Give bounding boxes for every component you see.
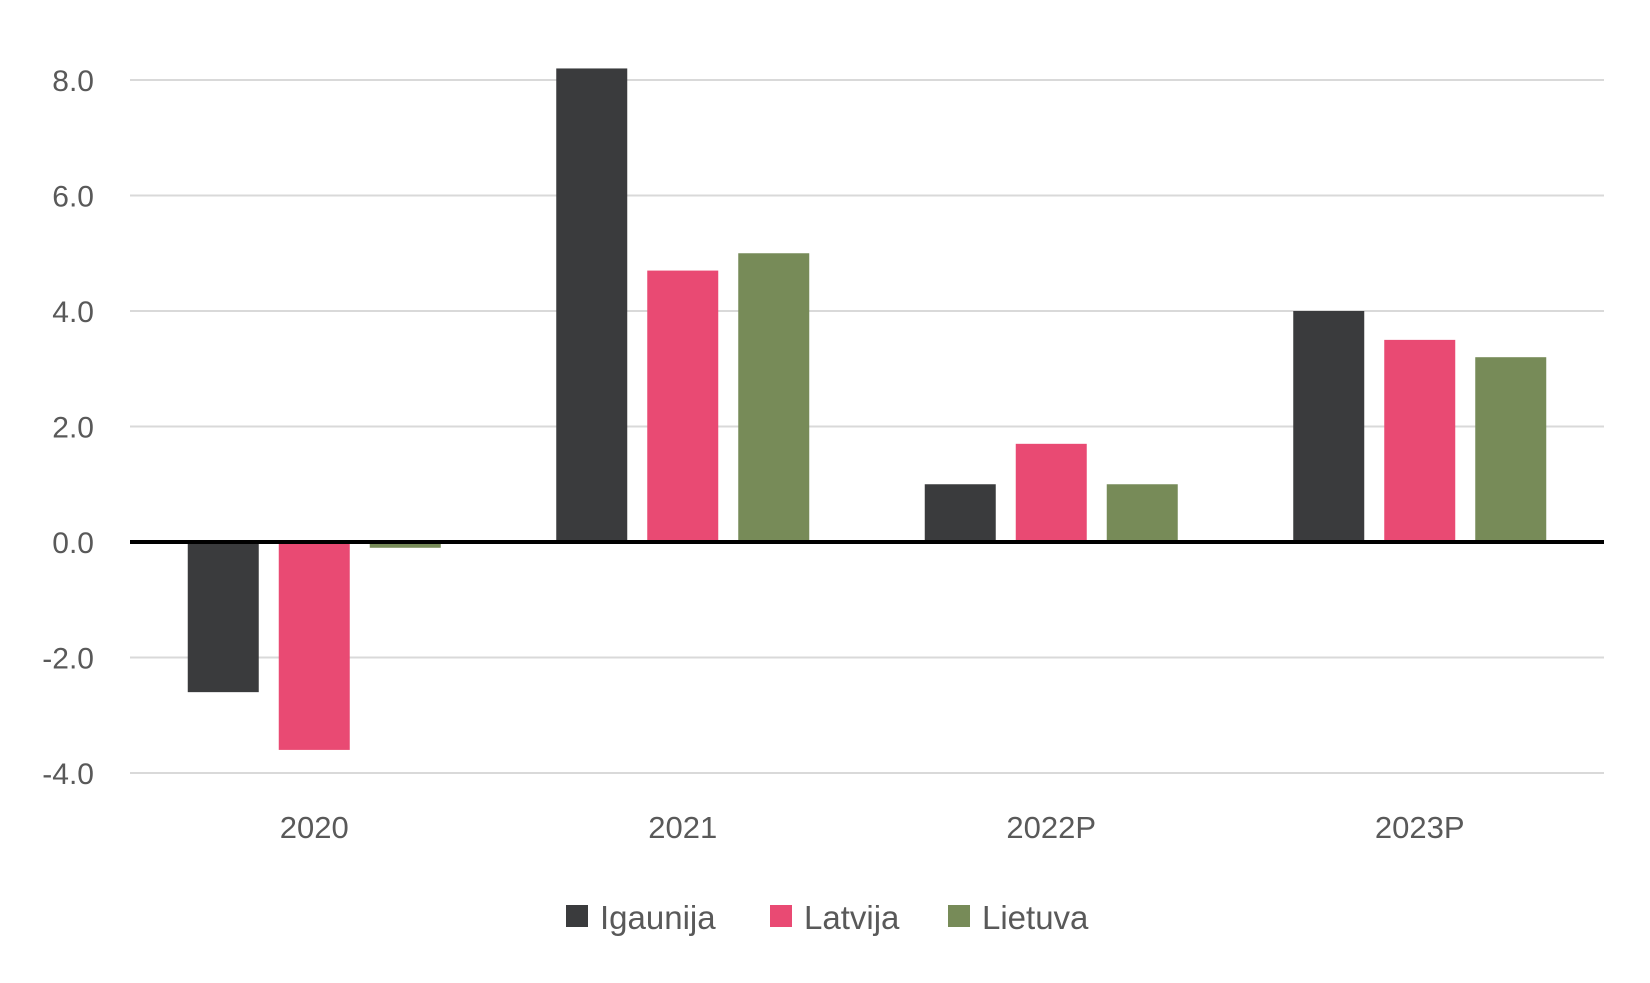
x-tick-label: 2023P xyxy=(1375,810,1465,845)
bar-latvija-2020 xyxy=(278,542,350,750)
bar-igaunija-2022p xyxy=(924,484,996,542)
bar-lietuva-2021 xyxy=(738,253,810,542)
y-tick-label: 2.0 xyxy=(52,412,94,445)
x-tick-label: 2022P xyxy=(1006,810,1096,845)
legend: Igaunija Latvija Lietuva xyxy=(566,899,1089,936)
y-tick-label: 8.0 xyxy=(52,65,94,98)
legend-swatch-latvija xyxy=(770,905,792,927)
y-tick-label: 6.0 xyxy=(52,181,94,214)
legend-swatch-igaunija xyxy=(566,905,588,927)
legend-label-latvija: Latvija xyxy=(804,899,900,936)
bars xyxy=(187,68,1547,750)
bar-lietuva-2022p xyxy=(1106,484,1178,542)
legend-swatch-lietuva xyxy=(948,905,970,927)
bar-lietuva-2020 xyxy=(369,542,441,548)
y-tick-label: -2.0 xyxy=(42,643,94,676)
bar-latvija-2022p xyxy=(1015,443,1087,542)
bar-latvija-2021 xyxy=(647,270,719,542)
legend-label-lietuva: Lietuva xyxy=(982,899,1089,936)
y-tick-label: -4.0 xyxy=(42,758,94,791)
bar-latvija-2023p xyxy=(1384,339,1456,542)
y-tick-label: 0.0 xyxy=(52,527,94,560)
bar-igaunija-2021 xyxy=(556,68,628,542)
y-axis: 8.0 6.0 4.0 2.0 0.0 -2.0 -4.0 xyxy=(42,65,94,791)
x-axis: 2020 2021 2022P 2023P xyxy=(280,810,1465,845)
bar-igaunija-2020 xyxy=(187,542,259,693)
bar-igaunija-2023p xyxy=(1293,311,1365,542)
x-tick-label: 2021 xyxy=(648,810,717,845)
x-tick-label: 2020 xyxy=(280,810,349,845)
bar-lietuva-2023p xyxy=(1475,357,1547,542)
gridlines xyxy=(130,79,1604,774)
legend-label-igaunija: Igaunija xyxy=(600,899,716,936)
y-tick-label: 4.0 xyxy=(52,296,94,329)
